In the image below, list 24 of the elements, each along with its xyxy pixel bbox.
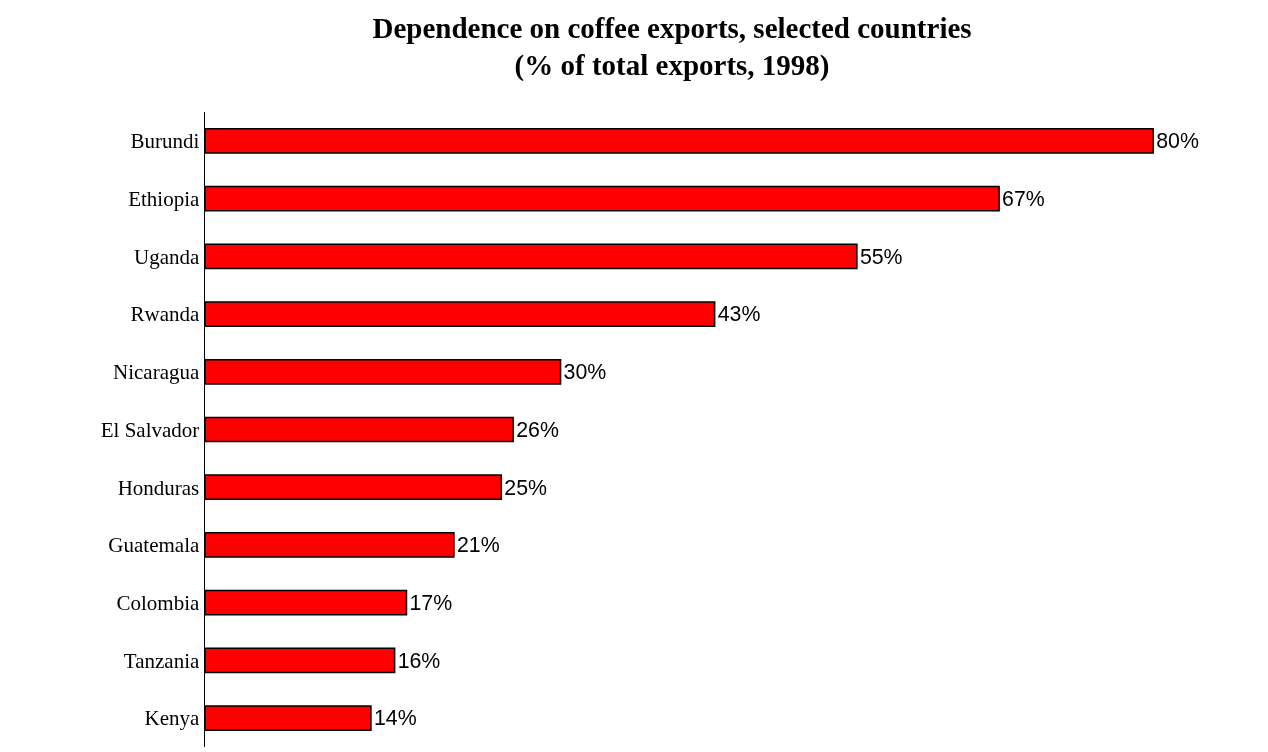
y-tick-label: Tanzania [123,648,200,673]
data-label: 80% [1156,129,1199,154]
y-tick-label: Rwanda [130,302,200,327]
y-tick-label: El Salvador [100,417,200,442]
y-tick-label: Uganda [133,244,200,269]
y-tick-label: Ethiopia [128,186,200,211]
data-label: 26% [516,417,559,442]
y-tick-label: Kenya [144,706,200,731]
data-label: 16% [397,648,441,673]
y-tick-label: Burundi [130,129,200,154]
data-label: 55% [859,244,903,269]
data-label: 14% [373,706,417,731]
chart-title: Dependence on coffee exports, selected countries [372,11,972,44]
chart-subtitle: (% of total exports, 1998) [514,49,830,83]
data-label: 17% [409,590,453,615]
y-tick-label: Honduras [117,475,200,500]
data-label: 43% [717,302,761,327]
data-label: 30% [563,360,607,385]
data-label: 67% [1002,186,1045,211]
y-tick-label: Colombia [116,591,200,616]
y-tick-label: Guatemala [108,533,200,558]
y-tick-label: Nicaragua [113,360,200,385]
data-label: 25% [504,475,548,500]
data-label: 21% [456,533,500,558]
